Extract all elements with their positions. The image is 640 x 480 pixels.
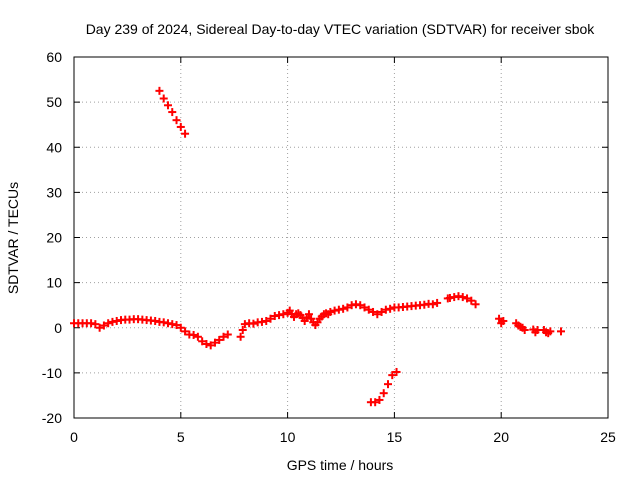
data-point bbox=[379, 389, 388, 398]
chart-title: Day 239 of 2024, Sidereal Day-to-day VTE… bbox=[86, 21, 596, 37]
data-point bbox=[181, 129, 190, 138]
data-point bbox=[458, 293, 467, 302]
data-point bbox=[388, 371, 397, 380]
data-point bbox=[181, 327, 190, 336]
x-tick-label: 15 bbox=[387, 429, 403, 445]
data-point bbox=[557, 327, 566, 336]
data-point bbox=[343, 303, 352, 312]
data-point bbox=[369, 307, 378, 316]
data-point bbox=[172, 321, 181, 330]
data-point bbox=[176, 323, 185, 332]
data-point bbox=[172, 116, 181, 125]
data-point bbox=[238, 326, 247, 335]
data-point bbox=[104, 319, 113, 328]
data-point bbox=[163, 101, 172, 110]
data-point bbox=[189, 330, 198, 339]
y-tick-label: 20 bbox=[46, 230, 62, 246]
data-point bbox=[91, 320, 100, 329]
data-point bbox=[546, 327, 555, 336]
data-point bbox=[206, 341, 215, 350]
x-axis-title: GPS time / hours bbox=[287, 457, 394, 473]
x-tick-label: 0 bbox=[70, 429, 78, 445]
data-point bbox=[249, 319, 258, 328]
data-point bbox=[262, 316, 271, 325]
data-point bbox=[520, 326, 529, 335]
data-point bbox=[383, 380, 392, 389]
grid-lines bbox=[74, 57, 608, 418]
data-point bbox=[198, 337, 207, 346]
data-point bbox=[95, 323, 104, 332]
data-point bbox=[392, 367, 401, 376]
data-point bbox=[364, 305, 373, 314]
y-tick-label: -20 bbox=[42, 410, 62, 426]
data-point bbox=[236, 332, 245, 341]
data-point bbox=[467, 296, 476, 305]
y-tick-label: 30 bbox=[46, 184, 62, 200]
y-tick-label: 50 bbox=[46, 94, 62, 110]
data-point bbox=[326, 307, 335, 316]
data-point bbox=[279, 310, 288, 319]
x-tick-label: 25 bbox=[600, 429, 616, 445]
data-point bbox=[471, 300, 480, 309]
y-tick-label: -10 bbox=[42, 365, 62, 381]
data-point bbox=[155, 86, 164, 95]
data-point bbox=[463, 294, 472, 303]
data-point bbox=[176, 122, 185, 131]
data-point bbox=[159, 94, 168, 103]
data-point bbox=[219, 332, 228, 341]
data-point bbox=[304, 310, 313, 319]
data-point bbox=[428, 300, 437, 309]
y-tick-label: 0 bbox=[54, 320, 62, 336]
data-point bbox=[339, 304, 348, 313]
y-tick-label: 60 bbox=[46, 49, 62, 65]
data-point bbox=[433, 298, 442, 307]
data-point bbox=[223, 330, 232, 339]
data-point bbox=[168, 108, 177, 117]
data-point bbox=[356, 301, 365, 310]
x-tick-label: 20 bbox=[493, 429, 509, 445]
axis-ticks: 0 5 10 15 20 25 -20 -10 0 10 20 30 40 50 60 bbox=[42, 49, 616, 445]
data-point bbox=[202, 339, 211, 348]
data-point bbox=[266, 314, 275, 323]
data-point bbox=[215, 335, 224, 344]
data-points bbox=[70, 86, 566, 407]
x-tick-label: 5 bbox=[177, 429, 185, 445]
data-point bbox=[360, 303, 369, 312]
y-tick-label: 40 bbox=[46, 139, 62, 155]
data-point bbox=[99, 321, 108, 330]
data-point bbox=[499, 316, 508, 325]
y-tick-label: 10 bbox=[46, 275, 62, 291]
data-point bbox=[386, 304, 395, 313]
y-axis-title: SDTVAR / TECUs bbox=[5, 182, 21, 294]
data-point bbox=[375, 395, 384, 404]
data-point bbox=[193, 332, 202, 341]
data-point bbox=[373, 310, 382, 319]
data-point bbox=[371, 398, 380, 407]
x-tick-label: 10 bbox=[280, 429, 296, 445]
data-point bbox=[495, 314, 504, 323]
data-point bbox=[377, 307, 386, 316]
data-point bbox=[210, 338, 219, 347]
